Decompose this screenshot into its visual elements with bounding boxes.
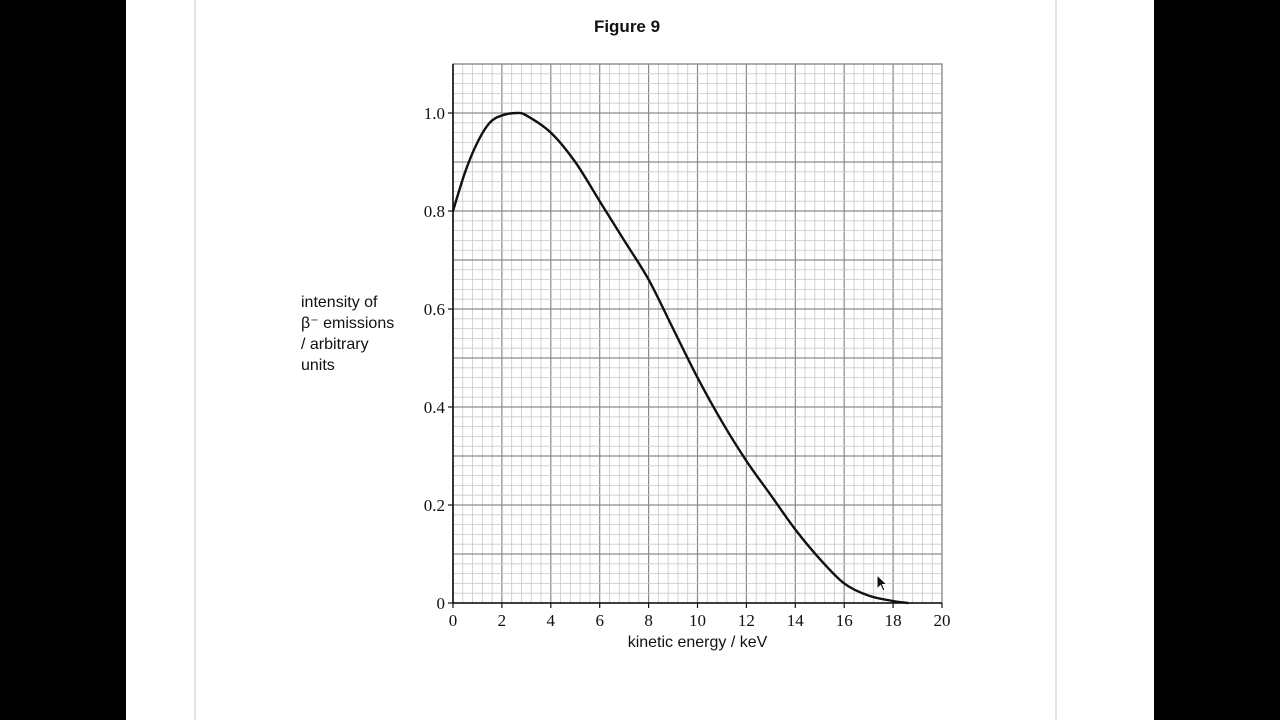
graph-paper-grid xyxy=(452,63,943,604)
y-tick-label: 0.4 xyxy=(424,398,446,417)
x-tick-label: 20 xyxy=(934,611,951,630)
spectrum-curve xyxy=(451,111,909,605)
mouse-cursor-icon xyxy=(876,574,889,592)
document-page xyxy=(126,0,1154,720)
tick-labels: 0 2 4 6 8 10 12 14 16 18 20 0 0.2 0.4 0.6 0.8 1.0 xyxy=(424,104,951,630)
y-label-line: β⁻ emissions xyxy=(301,315,395,332)
x-tick-label: 4 xyxy=(547,611,556,630)
x-tick-label: 14 xyxy=(787,611,805,630)
x-tick-label: 0 xyxy=(449,611,458,630)
y-tick-label: 0 xyxy=(437,594,446,613)
page-margin-guide-left xyxy=(194,0,196,720)
x-tick-label: 16 xyxy=(836,611,853,630)
x-tick-label: 8 xyxy=(644,611,653,630)
y-axis-label: intensity of β⁻ emissions / arbitrary un… xyxy=(301,292,394,376)
y-label-line: units xyxy=(301,357,335,374)
axes xyxy=(448,64,943,608)
figure-title: Figure 9 xyxy=(593,17,661,36)
y-tick-label: 0.6 xyxy=(424,300,445,319)
y-tick-label: 1.0 xyxy=(424,104,445,123)
x-tick-label: 6 xyxy=(595,611,604,630)
x-axis-label: kinetic energy / keV xyxy=(627,634,768,651)
x-tick-label: 2 xyxy=(498,611,507,630)
x-tick-label: 10 xyxy=(689,611,706,630)
y-tick-label: 0.8 xyxy=(424,202,445,221)
y-label-line: intensity of xyxy=(301,294,378,311)
x-tick-label: 12 xyxy=(738,611,755,630)
x-tick-label: 18 xyxy=(885,611,902,630)
page-margin-guide-right xyxy=(1055,0,1057,720)
y-label-line: / arbitrary xyxy=(301,336,369,353)
y-tick-label: 0.2 xyxy=(424,496,445,515)
